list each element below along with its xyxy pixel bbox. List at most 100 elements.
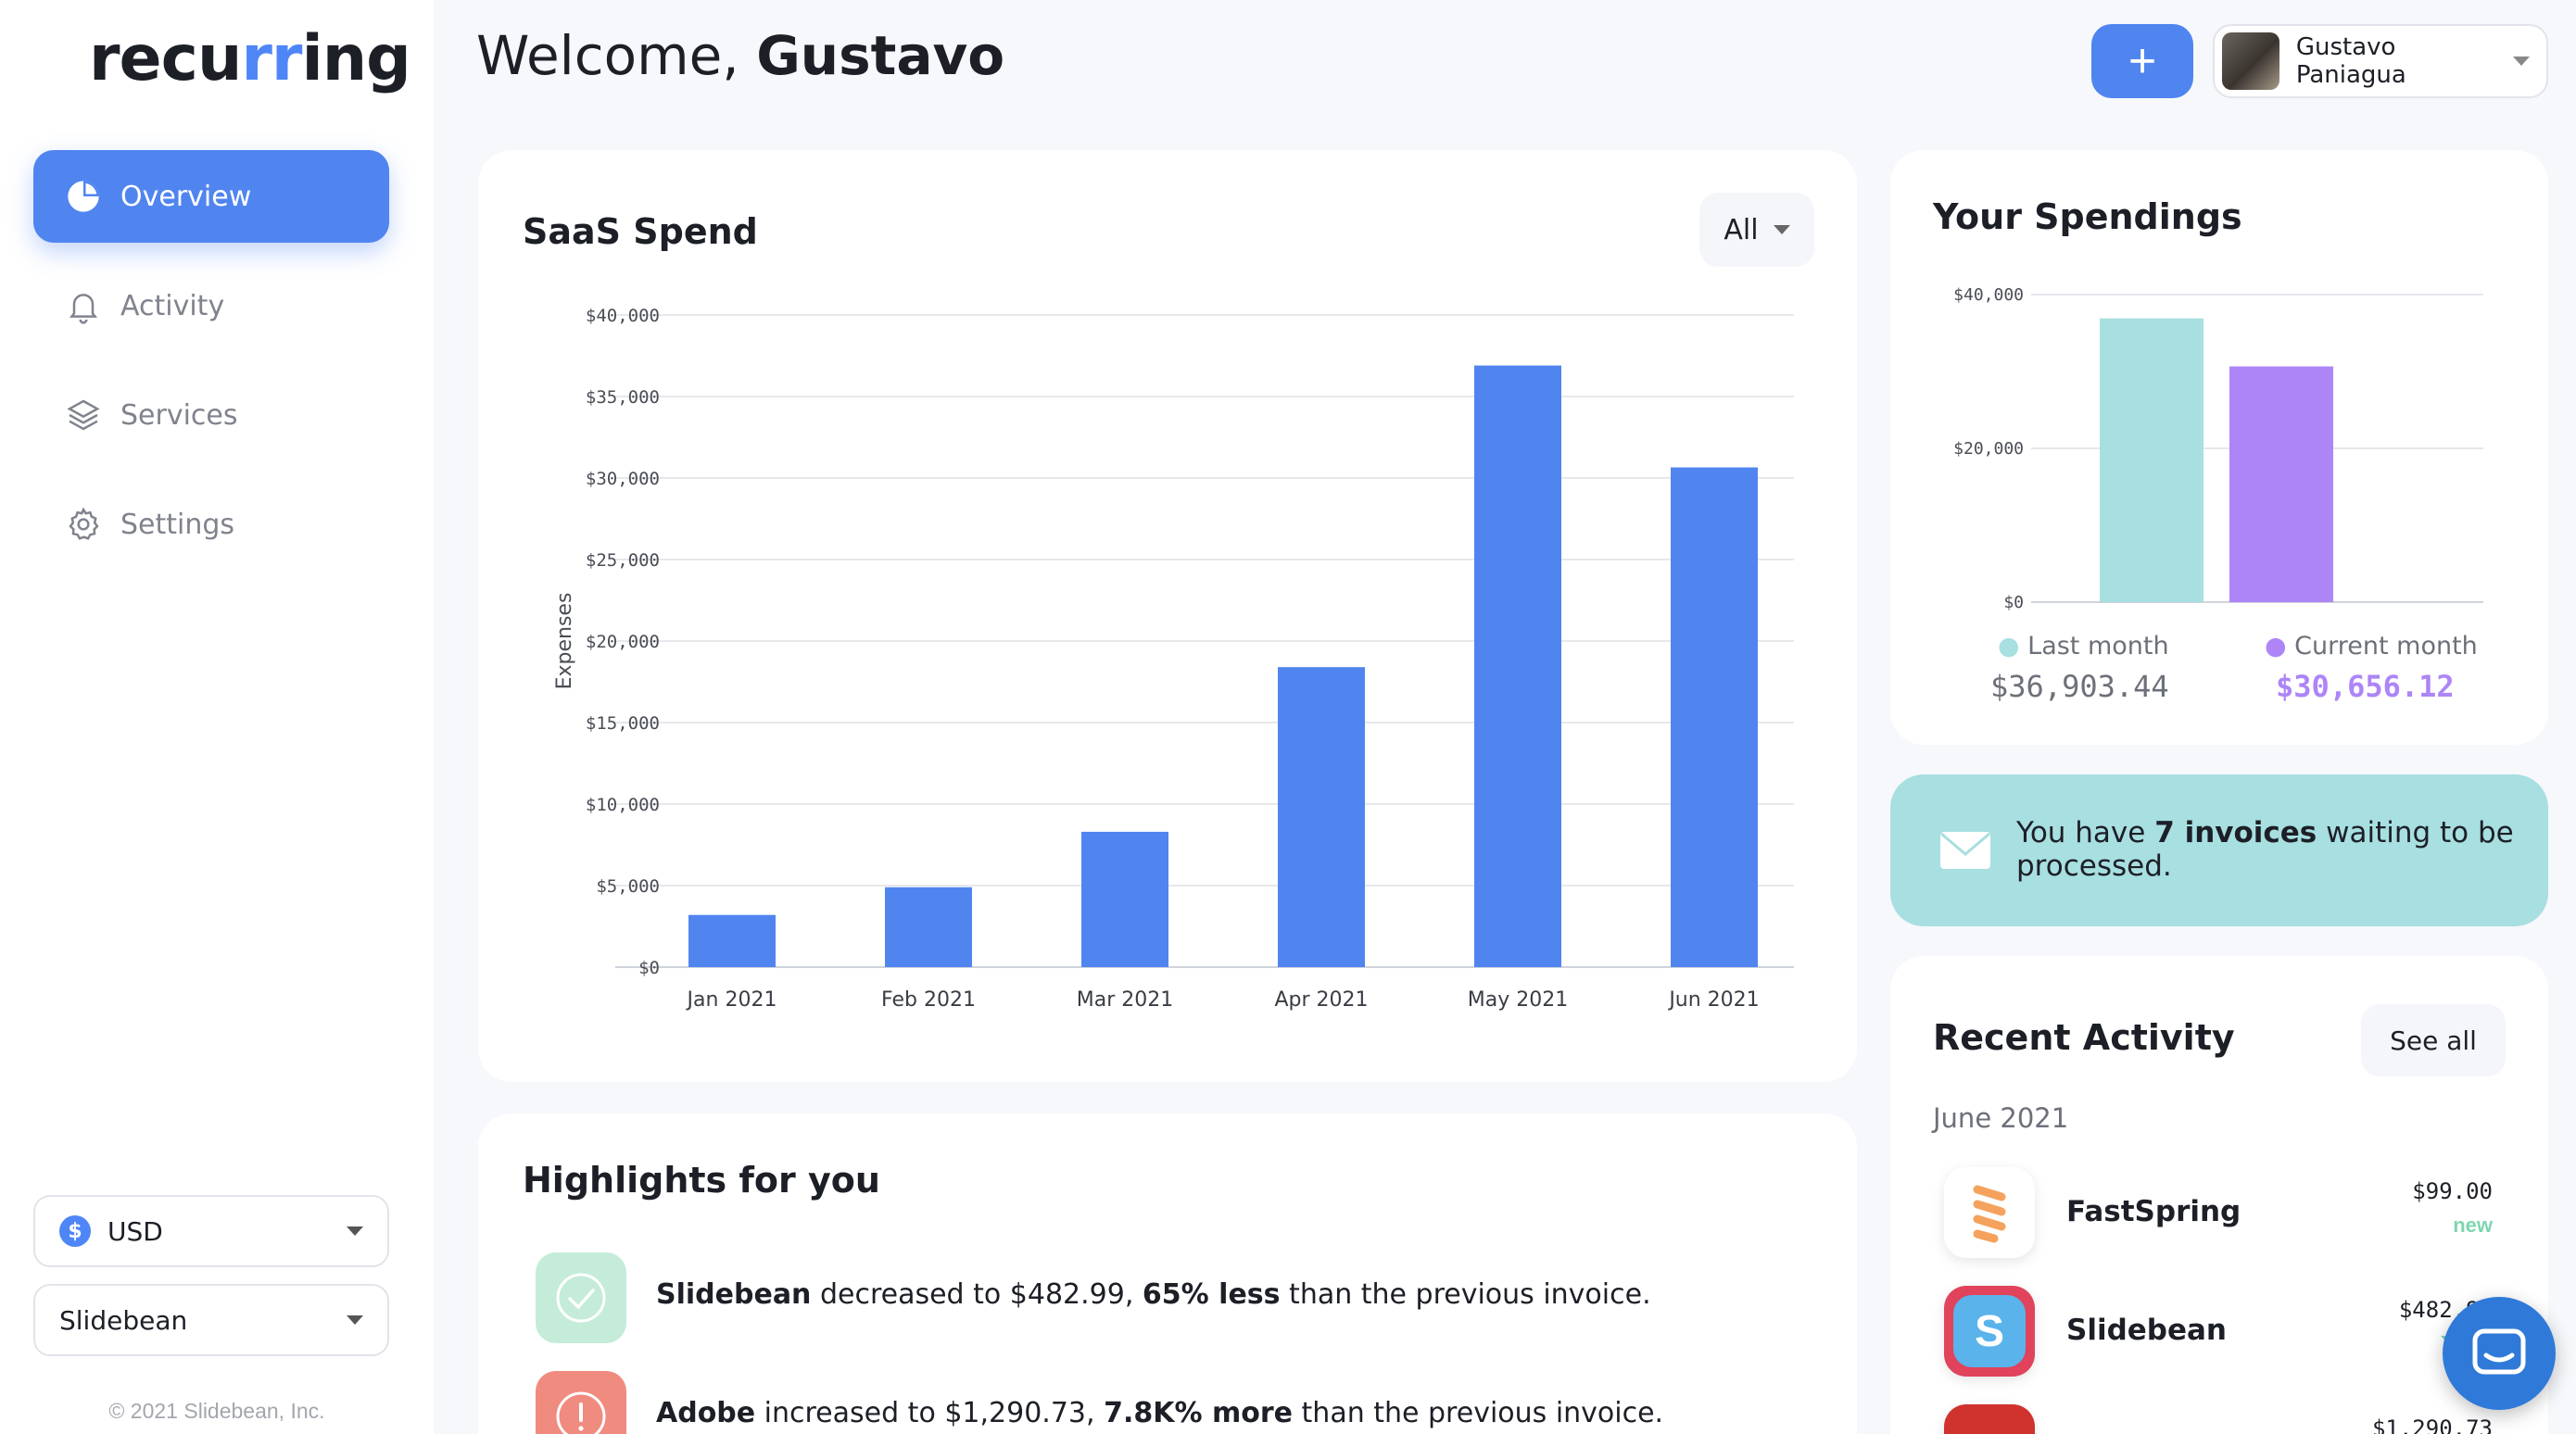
app-logo[interactable]: recurring (89, 22, 411, 95)
logo-accent: rr (241, 22, 302, 95)
logo-text: recu (89, 22, 242, 95)
x-tick-label: May 2021 (1468, 988, 1568, 1012)
y-tick-label: $20,000 (586, 632, 660, 652)
activity-amount: $99.00 (2412, 1178, 2493, 1204)
bar-may-2021 (1474, 365, 1561, 967)
legend-current-month: ● Current month (2265, 632, 2478, 660)
x-tick-label: Mar 2021 (1077, 988, 1174, 1012)
slidebean-letter: S (1953, 1295, 2026, 1367)
company-select[interactable]: Slidebean (33, 1284, 389, 1356)
dollar-coin-icon: $ (59, 1215, 91, 1247)
nav-item-settings[interactable]: Settings (33, 478, 389, 571)
sidebar: recurring Overview Activity Services Set… (0, 0, 434, 1434)
y-tick-label: $40,000 (586, 306, 660, 326)
highlight-mid: decreased to $482.99, (811, 1278, 1143, 1311)
copyright-footer: © 2021 Slidebean, Inc. (108, 1399, 325, 1423)
envelope-icon (1940, 832, 1990, 869)
bar-current-month (2229, 366, 2333, 602)
legend-label: Current month (2294, 632, 2478, 660)
highlight-service: Slidebean (656, 1278, 812, 1311)
invoice-count: 7 invoices (2154, 816, 2317, 850)
card-title: Highlights for you (523, 1160, 880, 1201)
last-month-value: $36,903.44 (1990, 669, 2169, 704)
y-tick-label: $10,000 (586, 795, 660, 815)
highlight-mid: increased to $1,290.73, (755, 1397, 1105, 1429)
nav-label: Activity (120, 289, 225, 322)
invoice-banner[interactable]: You have 7 invoices waiting to be proces… (1890, 774, 2548, 926)
adobe-logo-icon (1944, 1404, 2035, 1434)
new-badge: new (2453, 1214, 2493, 1237)
current-month-value: $30,656.12 (2276, 669, 2455, 704)
y-tick-label: $40,000 (1953, 285, 2024, 305)
highlights-card: Highlights for you Slidebean decreased t… (478, 1113, 1857, 1434)
activity-name[interactable]: Slidebean (2066, 1314, 2227, 1347)
see-all-button[interactable]: See all (2361, 1004, 2506, 1076)
highlight-end: than the previous invoice. (1293, 1397, 1664, 1429)
slidebean-logo-icon: S (1944, 1286, 2035, 1377)
chevron-down-icon (347, 1226, 363, 1236)
bar-jun-2021 (1671, 467, 1758, 967)
welcome-name: Gustavo (756, 24, 1005, 87)
bar-jan-2021 (688, 914, 776, 967)
highlight-service: Adobe (656, 1397, 756, 1429)
activity-name[interactable]: FastSpring (2066, 1195, 2241, 1228)
card-title: Your Spendings (1933, 196, 2242, 237)
highlight-text: Adobe increased to $1,290.73, 7.8K% more… (656, 1397, 1663, 1429)
invoice-text-pre: You have (2016, 816, 2155, 850)
chevron-down-icon (2513, 57, 2530, 66)
highlight-text: Slidebean decreased to $482.99, 65% less… (656, 1278, 1651, 1311)
gear-icon (69, 507, 99, 540)
user-menu[interactable]: Gustavo Paniagua (2213, 24, 2548, 98)
y-tick-label: $25,000 (586, 550, 660, 571)
company-value: Slidebean (59, 1304, 188, 1336)
chat-widget-button[interactable] (2443, 1297, 2556, 1410)
currency-select[interactable]: $ USD (33, 1195, 389, 1267)
saas-spend-card: SaaS Spend All $0 $5,000 $10,000 $15,000 $20… (478, 150, 1857, 1082)
legend-dot: ● (1998, 632, 2020, 660)
page-title: Welcome, Gustavo (476, 24, 1004, 87)
alert-circle-icon (536, 1371, 626, 1434)
highlight-end: than the previous invoice. (1280, 1278, 1651, 1311)
nav-label: Overview (120, 180, 252, 213)
card-title: Recent Activity (1933, 1017, 2235, 1058)
activity-amount: $1,290.73 (2371, 1415, 2493, 1434)
nav-item-activity[interactable]: Activity (33, 259, 389, 352)
x-tick-label: Feb 2021 (881, 988, 976, 1012)
nav-item-services[interactable]: Services (33, 369, 389, 461)
y-tick-label: $5,000 (596, 876, 660, 897)
invoice-text: You have 7 invoices waiting to be proces… (2016, 817, 2548, 883)
spendings-chart: $0 $20,000 $40,000 (1953, 285, 2483, 612)
x-tick-label: Apr 2021 (1274, 988, 1368, 1012)
chevron-down-icon (347, 1315, 363, 1325)
y-tick-label: $15,000 (586, 713, 660, 734)
legend-dot: ● (2265, 632, 2287, 660)
filter-dropdown[interactable]: All (1699, 193, 1814, 267)
saas-spend-chart: $0 $5,000 $10,000 $15,000 $20,000 $25,000 $30,… (553, 306, 1794, 1012)
filter-value: All (1724, 213, 1759, 246)
bar-feb-2021 (885, 887, 972, 967)
highlight-change: 7.8K% more (1104, 1397, 1293, 1429)
user-name: Gustavo Paniagua (2295, 33, 2406, 89)
month-heading: June 2021 (1933, 1102, 2069, 1134)
legend-label: Last month (2027, 632, 2169, 660)
welcome-prefix: Welcome, (476, 24, 739, 87)
bar-last-month (2100, 318, 2203, 602)
y-tick-label: $20,000 (1953, 439, 2024, 459)
bar-apr-2021 (1278, 667, 1365, 967)
chat-icon (2472, 1328, 2526, 1375)
avatar (2222, 32, 2279, 90)
pie-chart-icon (68, 181, 99, 212)
x-tick-label: Jan 2021 (686, 988, 777, 1012)
recent-activity-card: Recent Activity See all June 2021 FastSp… (1890, 956, 2548, 1434)
logo-text-end: ing (301, 22, 410, 95)
invoice-text-post: waiting to be processed. (2016, 816, 2514, 883)
currency-value: USD (107, 1215, 163, 1247)
bell-icon (69, 294, 97, 324)
y-tick-label: $35,000 (586, 387, 660, 408)
legend-last-month: ● Last month (1998, 632, 2169, 660)
y-axis-label: Expenses (553, 593, 576, 690)
add-button[interactable]: + (2091, 24, 2193, 98)
y-tick-label: $30,000 (586, 469, 660, 489)
chevron-down-icon (1773, 225, 1790, 234)
nav-item-overview[interactable]: Overview (33, 150, 389, 243)
